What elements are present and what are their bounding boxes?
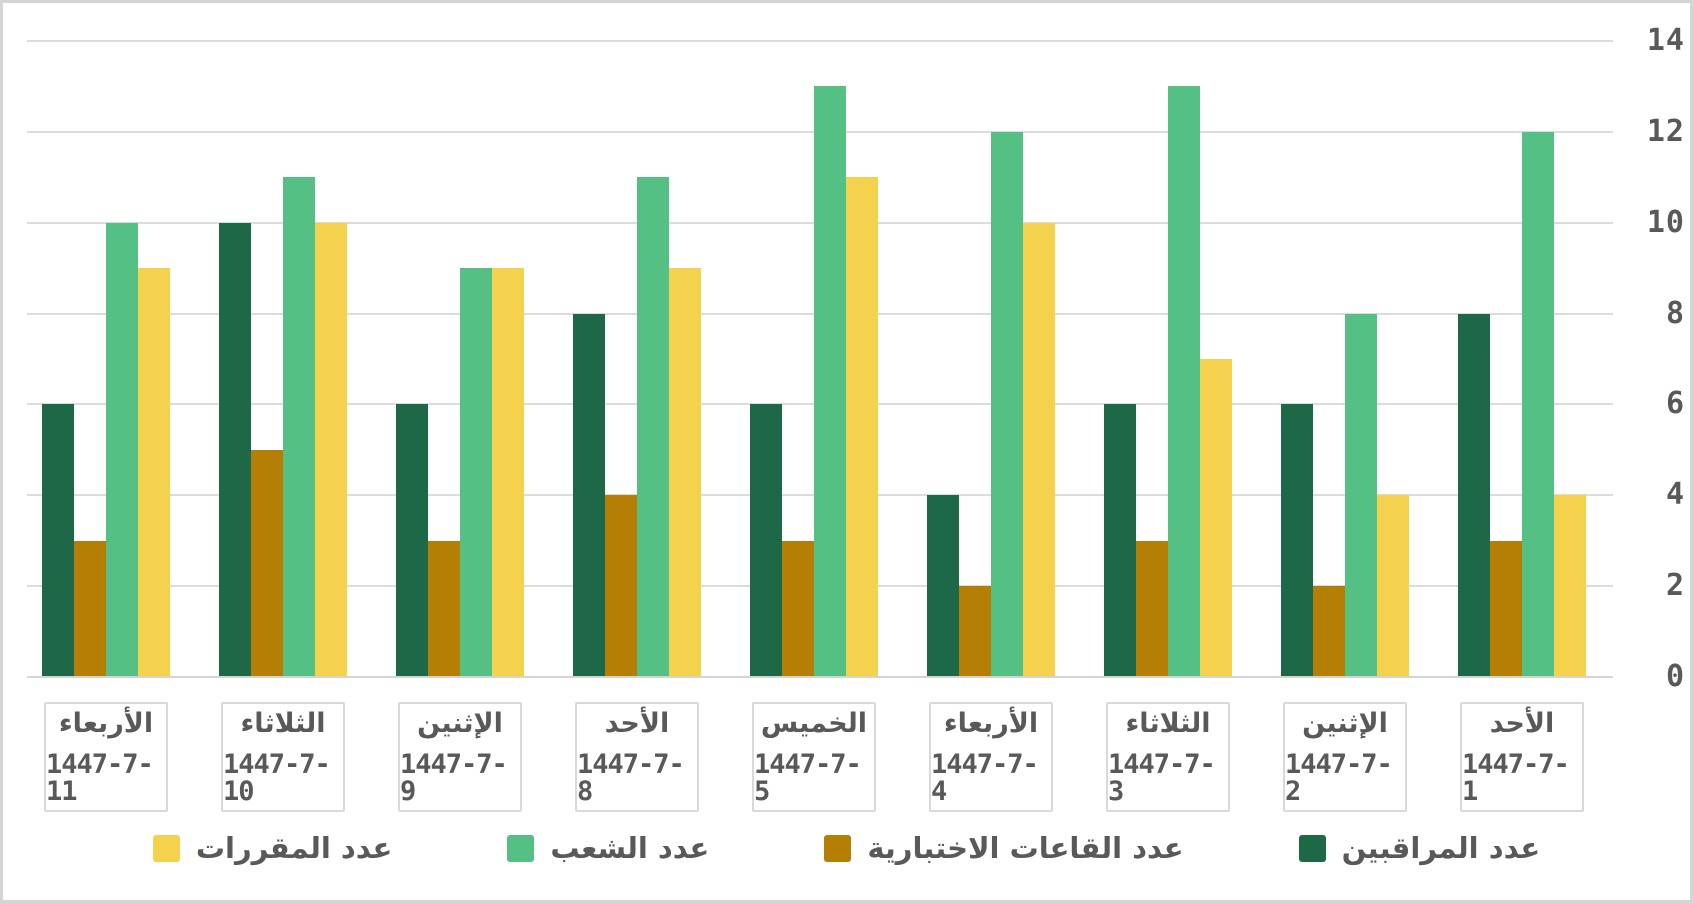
x-category-day-name: الأربعاء bbox=[58, 707, 154, 739]
bar-series3-group3 bbox=[669, 268, 701, 676]
x-category-box: الإثنين 1447-7-9 bbox=[398, 702, 522, 812]
y-axis-tick-label: 4 bbox=[1665, 477, 1685, 512]
legend-label: عدد القاعات الاختبارية bbox=[867, 831, 1184, 865]
x-category-box: الخميس 1447-7-5 bbox=[752, 702, 876, 812]
bar-series3-group8 bbox=[1554, 495, 1586, 676]
x-category-box: الأربعاء 1447-7-4 bbox=[929, 702, 1053, 812]
x-category-box: الثلاثاء 1447-7-10 bbox=[221, 702, 345, 812]
x-category-date: 1447-7-1 bbox=[1462, 748, 1570, 807]
x-category-box: الأحد 1447-7-1 bbox=[1460, 702, 1584, 812]
bar-series1-group4 bbox=[782, 541, 814, 676]
x-category-day-name: الثلاثاء bbox=[240, 707, 326, 739]
bar-series1-group5 bbox=[959, 586, 991, 676]
x-category-date: 1447-7-8 bbox=[577, 748, 685, 807]
bar-series0-group3 bbox=[573, 314, 605, 676]
bar-chart-plot-area: 0 2 4 6 8 10 12 14 الأربعاء 1447-7-11 الثلاثاء 1447… bbox=[3, 3, 1690, 900]
bar-series2-group4 bbox=[814, 86, 846, 676]
x-category-day-name: الثلاثاء bbox=[1125, 707, 1211, 739]
bar-series2-group3 bbox=[637, 177, 669, 676]
legend-item: عدد الشعب bbox=[507, 831, 709, 866]
x-category-date: 1447-7-10 bbox=[223, 748, 331, 807]
x-category-date: 1447-7-9 bbox=[400, 748, 508, 807]
bar-series2-group5 bbox=[991, 132, 1023, 676]
bar-series3-group0 bbox=[138, 268, 170, 676]
x-category-date: 1447-7-3 bbox=[1108, 748, 1216, 807]
bar-series2-group6 bbox=[1168, 86, 1200, 676]
y-axis-tick-label: 12 bbox=[1646, 114, 1685, 149]
bar-series1-group0 bbox=[74, 541, 106, 676]
bar-series1-group8 bbox=[1490, 541, 1522, 676]
bar-series1-group3 bbox=[605, 495, 637, 676]
legend-swatch-icon bbox=[152, 834, 180, 862]
gridline-y-0 bbox=[27, 676, 1613, 678]
x-category-box: الثلاثاء 1447-7-3 bbox=[1106, 702, 1230, 812]
bar-series0-group8 bbox=[1458, 314, 1490, 676]
x-category-box: الأربعاء 1447-7-11 bbox=[44, 702, 168, 812]
bar-series0-group2 bbox=[396, 404, 428, 676]
x-category-date: 1447-7-11 bbox=[46, 748, 154, 807]
x-category-box: الأحد 1447-7-8 bbox=[575, 702, 699, 812]
legend-swatch-icon bbox=[824, 834, 852, 862]
chart-legend: عدد المقررات عدد الشعب عدد القاعات الاختبا… bbox=[3, 831, 1690, 866]
x-category-day-name: الإثنين bbox=[1302, 707, 1388, 739]
bar-series2-group8 bbox=[1522, 132, 1554, 676]
x-category-day-name: الأربعاء bbox=[943, 707, 1039, 739]
y-axis-tick-label: 10 bbox=[1646, 205, 1685, 240]
legend-item: عدد المراقبين bbox=[1298, 831, 1541, 866]
x-category-date: 1447-7-2 bbox=[1285, 748, 1393, 807]
x-category-box: الإثنين 1447-7-2 bbox=[1283, 702, 1407, 812]
gridline-y-14 bbox=[27, 40, 1613, 42]
y-axis-tick-label: 0 bbox=[1665, 659, 1685, 694]
bar-series0-group1 bbox=[219, 223, 251, 676]
bar-series0-group0 bbox=[42, 404, 74, 676]
bar-series1-group7 bbox=[1313, 586, 1345, 676]
y-axis-tick-label: 6 bbox=[1665, 386, 1685, 421]
x-category-date: 1447-7-5 bbox=[754, 748, 862, 807]
y-axis-tick-label: 14 bbox=[1646, 23, 1685, 58]
bar-series0-group7 bbox=[1281, 404, 1313, 676]
legend-label: عدد المراقبين bbox=[1341, 831, 1541, 865]
x-category-day-name: الإثنين bbox=[417, 707, 503, 739]
bar-series3-group4 bbox=[846, 177, 878, 676]
x-category-day-name: الخميس bbox=[760, 707, 868, 739]
bar-series2-group7 bbox=[1345, 314, 1377, 676]
x-category-date: 1447-7-4 bbox=[931, 748, 1039, 807]
bar-series2-group1 bbox=[283, 177, 315, 676]
y-axis-tick-label: 2 bbox=[1665, 568, 1685, 603]
y-axis-tick-label: 8 bbox=[1665, 296, 1685, 331]
bar-series2-group2 bbox=[460, 268, 492, 676]
x-category-day-name: الأحد bbox=[604, 707, 670, 739]
bar-series3-group6 bbox=[1200, 359, 1232, 676]
legend-swatch-icon bbox=[1298, 834, 1326, 862]
legend-swatch-icon bbox=[507, 834, 535, 862]
bar-series0-group4 bbox=[750, 404, 782, 676]
bar-series2-group0 bbox=[106, 223, 138, 676]
bar-series3-group7 bbox=[1377, 495, 1409, 676]
bar-series1-group1 bbox=[251, 450, 283, 676]
bar-series3-group2 bbox=[492, 268, 524, 676]
bar-series1-group2 bbox=[428, 541, 460, 676]
legend-item: عدد المقررات bbox=[152, 831, 393, 866]
bar-series0-group6 bbox=[1104, 404, 1136, 676]
legend-label: عدد الشعب bbox=[550, 831, 710, 865]
bar-series3-group1 bbox=[315, 223, 347, 676]
x-category-day-name: الأحد bbox=[1489, 707, 1555, 739]
bar-series1-group6 bbox=[1136, 541, 1168, 676]
bar-series3-group5 bbox=[1023, 223, 1055, 676]
bar-series0-group5 bbox=[927, 495, 959, 676]
legend-label: عدد المقررات bbox=[195, 831, 393, 865]
legend-item: عدد القاعات الاختبارية bbox=[824, 831, 1184, 866]
